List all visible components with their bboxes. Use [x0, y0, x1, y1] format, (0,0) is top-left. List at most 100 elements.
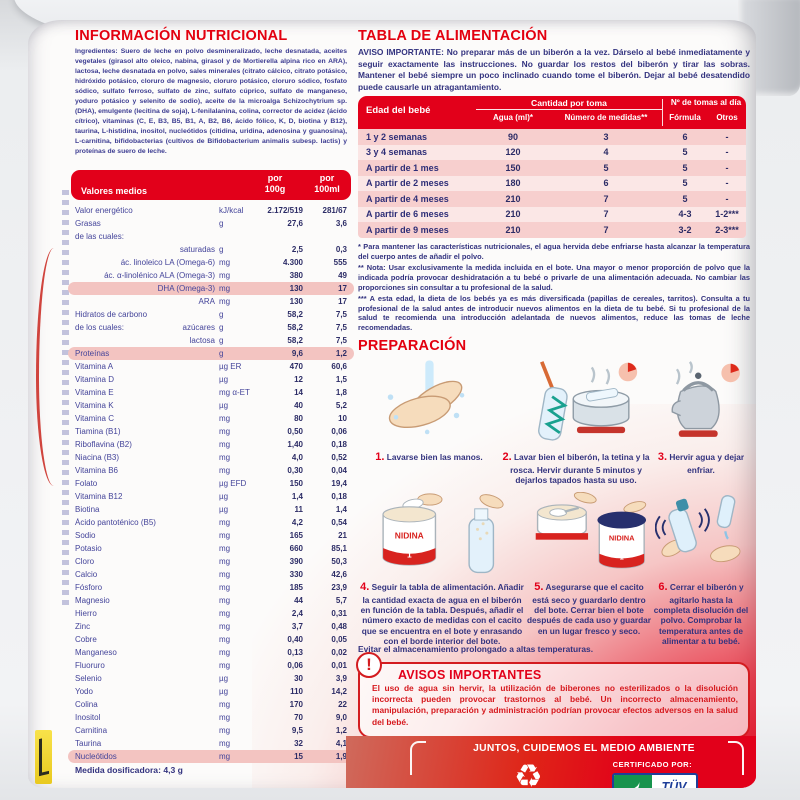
- step-number: 1.: [375, 451, 385, 463]
- baby-age: 3 y 4 semanas: [366, 147, 428, 158]
- nutrition-row: Taurina mg 32 4,1: [75, 737, 347, 750]
- step-caption: 4. Seguir la tabla de alimentación. Añad…: [358, 581, 526, 647]
- value-per-100ml: 0,18: [331, 440, 347, 449]
- nutrition-table-header: Valores medios por 100g por 100ml: [71, 170, 351, 200]
- nutrient-unit: mg: [219, 453, 231, 462]
- value-per-100g: 390: [289, 557, 303, 566]
- value-per-100ml: 21: [338, 531, 347, 540]
- nutrient-name: Calcio: [75, 570, 98, 579]
- step-number: 4.: [360, 581, 370, 593]
- value-per-100ml: 23,9: [331, 583, 347, 592]
- nutrition-row: Vitamina A µg ER 470 60,6: [75, 360, 347, 373]
- hands-washing-icon: [387, 360, 465, 435]
- nutrient-unit: mg: [219, 531, 231, 540]
- prep-step-6: 6. Cerrar el biberón y agitarlo hasta la…: [652, 492, 750, 647]
- tuv-check-mark: [622, 777, 642, 788]
- nutrient-unit: mg α-ET: [219, 388, 250, 397]
- nutrition-row: de los cuales: azúcares g 58,2 7,5: [75, 321, 347, 334]
- preparation-title: PREPARACIÓN: [358, 338, 467, 354]
- nutrition-row: saturadas g 2,5 0,3: [75, 243, 347, 256]
- value-per-100ml: 1,2: [335, 349, 347, 358]
- nutrient-unit: g: [219, 349, 224, 358]
- value-per-100ml: 1,5: [335, 375, 347, 384]
- value-per-100g: 130: [289, 297, 303, 306]
- value-per-100ml: 281/67: [322, 206, 347, 215]
- value-per-100g: 70: [294, 713, 303, 722]
- nutrient-unit: mg: [219, 414, 231, 423]
- can-back-label: INFORMACIÓN NUTRICIONAL Ingredientes: Su…: [28, 20, 756, 788]
- scoops-count: 6: [603, 178, 609, 189]
- value-per-100g: 0,06: [287, 661, 303, 670]
- important-notice: AVISO IMPORTANTE: No preparar más de un …: [358, 47, 750, 92]
- warning-icon: !: [356, 652, 382, 678]
- value-per-100g: 4.300: [282, 258, 303, 267]
- nutrient-name: Grasas: [75, 219, 101, 228]
- nutrition-row: Niacina (B3) mg 4,0 0,52: [75, 451, 347, 464]
- red-arc-decoration: [36, 248, 60, 486]
- prep-step-5: NIDINA 1 5. Asegurarse que el cacito est…: [526, 492, 652, 647]
- nutrient-unit: mg: [219, 440, 231, 449]
- nutrition-row: ác. α-linolénico ALA (Omega-3) mg 380 49: [75, 269, 347, 282]
- value-per-100g: 165: [289, 531, 303, 540]
- nutrient-name: Taurina: [75, 739, 102, 748]
- nutrient-name: Nucleótidos: [75, 752, 117, 761]
- nutrition-row: Sodio mg 165 21: [75, 529, 347, 542]
- nutrient-unit: mg: [219, 609, 231, 618]
- nutrient-unit: mg: [219, 661, 231, 670]
- value-per-100g: 27,6: [287, 219, 303, 228]
- water-ml: 180: [505, 178, 521, 189]
- value-per-100g: 15: [294, 752, 303, 761]
- bottle-brush-pot-icon: [537, 361, 637, 441]
- nutrient-unit: mg: [219, 544, 231, 553]
- nutrient-name: Cobre: [75, 635, 97, 644]
- nutrient-name: Tiamina (B1): [75, 427, 121, 436]
- nutrition-row: Hierro mg 2,4 0,31: [75, 607, 347, 620]
- warnings-text: El uso de agua sin hervir, la utilizació…: [372, 683, 738, 727]
- preparation-steps-row-2: NIDINA 1 4. Seguir la tabla de alimentac…: [358, 492, 750, 647]
- nutrient-unit: µg ER: [219, 362, 242, 371]
- nutrition-row: Magnesio mg 44 5,7: [75, 594, 347, 607]
- side-vertical-print: [62, 190, 69, 610]
- nutrient-unit: mg: [219, 700, 231, 709]
- storage-note: Evitar el almacenamiento prolongado a al…: [358, 644, 594, 654]
- svg-text:1: 1: [407, 549, 412, 559]
- nutrition-row: Potasio mg 660 85,1: [75, 542, 347, 555]
- nutrition-row: de las cuales:: [75, 230, 347, 243]
- nutrient-unit: µg: [219, 687, 229, 696]
- value-per-100ml: 0,05: [331, 635, 347, 644]
- nutrient-name: Selenio: [75, 674, 102, 683]
- nutrient-unit: mg: [219, 271, 231, 280]
- nutrient-name: Sodio: [75, 531, 96, 540]
- environment-slogan: JUNTOS, CUIDEMOS EL MEDIO AMBIENTE: [473, 743, 695, 754]
- value-per-100g: 0,40: [287, 635, 303, 644]
- value-per-100ml: 7,5: [335, 323, 347, 332]
- formula-feeds: 4-3: [678, 209, 692, 220]
- feeding-row: A partir de 1 mes 150 5 5 -: [358, 160, 746, 176]
- step-number: 2.: [502, 451, 512, 463]
- value-per-100g: 30: [294, 674, 303, 683]
- value-per-100g: 14: [294, 388, 303, 397]
- value-per-100ml: 0,52: [331, 453, 347, 462]
- nutrition-row: Fluoruro mg 0,06 0,01: [75, 659, 347, 672]
- nutrition-row: Proteínas g 9,6 1,2: [68, 347, 354, 360]
- nutrient-name: Ácido pantoténico (B5): [75, 518, 156, 527]
- nutrient-name: Manganeso: [75, 648, 117, 657]
- step-number: 3.: [657, 451, 668, 463]
- value-per-100g: 40: [294, 401, 303, 410]
- nutrient-unit: g: [219, 336, 224, 345]
- feeding-table: Edad del bebé Cantidad por toma Nº de to…: [358, 96, 746, 238]
- value-per-100ml: 0,31: [331, 609, 347, 618]
- nutrition-row: Inositol mg 70 9,0: [75, 711, 347, 724]
- nutrient-name: Colina: [75, 700, 98, 709]
- baby-age: A partir de 1 mes: [366, 162, 439, 173]
- step-text: Seguir la tabla de alimentación. Añadir …: [360, 582, 524, 647]
- nutrient-unit: µg: [219, 375, 229, 384]
- value-per-100g: 1,40: [287, 440, 303, 449]
- value-per-100g: 58,2: [287, 323, 303, 332]
- nutrient-unit: mg: [219, 596, 231, 605]
- nutrition-row: Colina mg 170 22: [75, 698, 347, 711]
- nutrient-name: de los cuales: azúcares: [75, 323, 215, 332]
- value-per-100g: 58,2: [287, 310, 303, 319]
- nutrient-name: Magnesio: [75, 596, 110, 605]
